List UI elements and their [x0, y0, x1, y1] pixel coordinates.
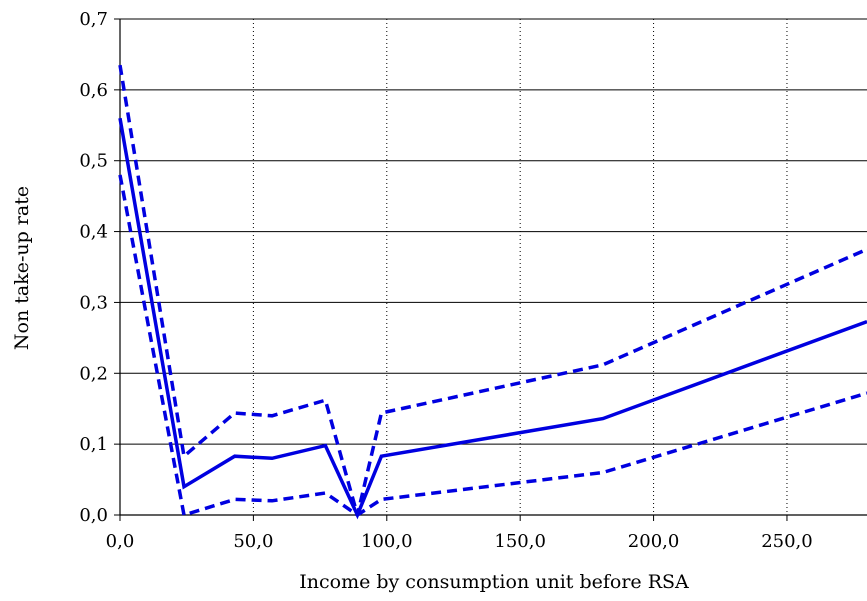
- x-tick-label: 100,0: [361, 531, 413, 552]
- series-lines: [118, 64, 867, 520]
- axes: [114, 18, 867, 521]
- y-tick-label: 0,0: [79, 505, 108, 526]
- y-tick-label: 0,3: [79, 292, 108, 313]
- y-tick-label: 0,2: [79, 363, 108, 384]
- x-tick-label: 0,0: [106, 531, 135, 552]
- y-tick-label: 0,6: [79, 80, 108, 101]
- x-tick-label: 50,0: [233, 531, 273, 552]
- y-tick-label: 0,1: [79, 434, 108, 455]
- y-tick-label: 0,4: [79, 222, 108, 243]
- x-axis-title: Income by consumption unit before RSA: [299, 571, 689, 593]
- y-axis-title: Non take-up rate: [11, 186, 33, 350]
- estimate-line: [118, 117, 867, 520]
- y-tick-label: 0,5: [79, 151, 108, 172]
- x-tick-label: 250,0: [761, 531, 813, 552]
- y-tick-labels: 0,0 0,1 0,2 0,3 0,4 0,5 0,6 0,7: [79, 9, 108, 526]
- x-tick-labels: 0,0 50,0 100,0 150,0 200,0 250,0: [106, 531, 813, 552]
- gridlines: [120, 18, 867, 515]
- x-tick-label: 200,0: [628, 531, 680, 552]
- y-tick-label: 0,7: [79, 9, 108, 30]
- lower-bound-line: [118, 174, 867, 518]
- upper-bound-line: [118, 64, 867, 516]
- x-tick-label: 150,0: [494, 531, 546, 552]
